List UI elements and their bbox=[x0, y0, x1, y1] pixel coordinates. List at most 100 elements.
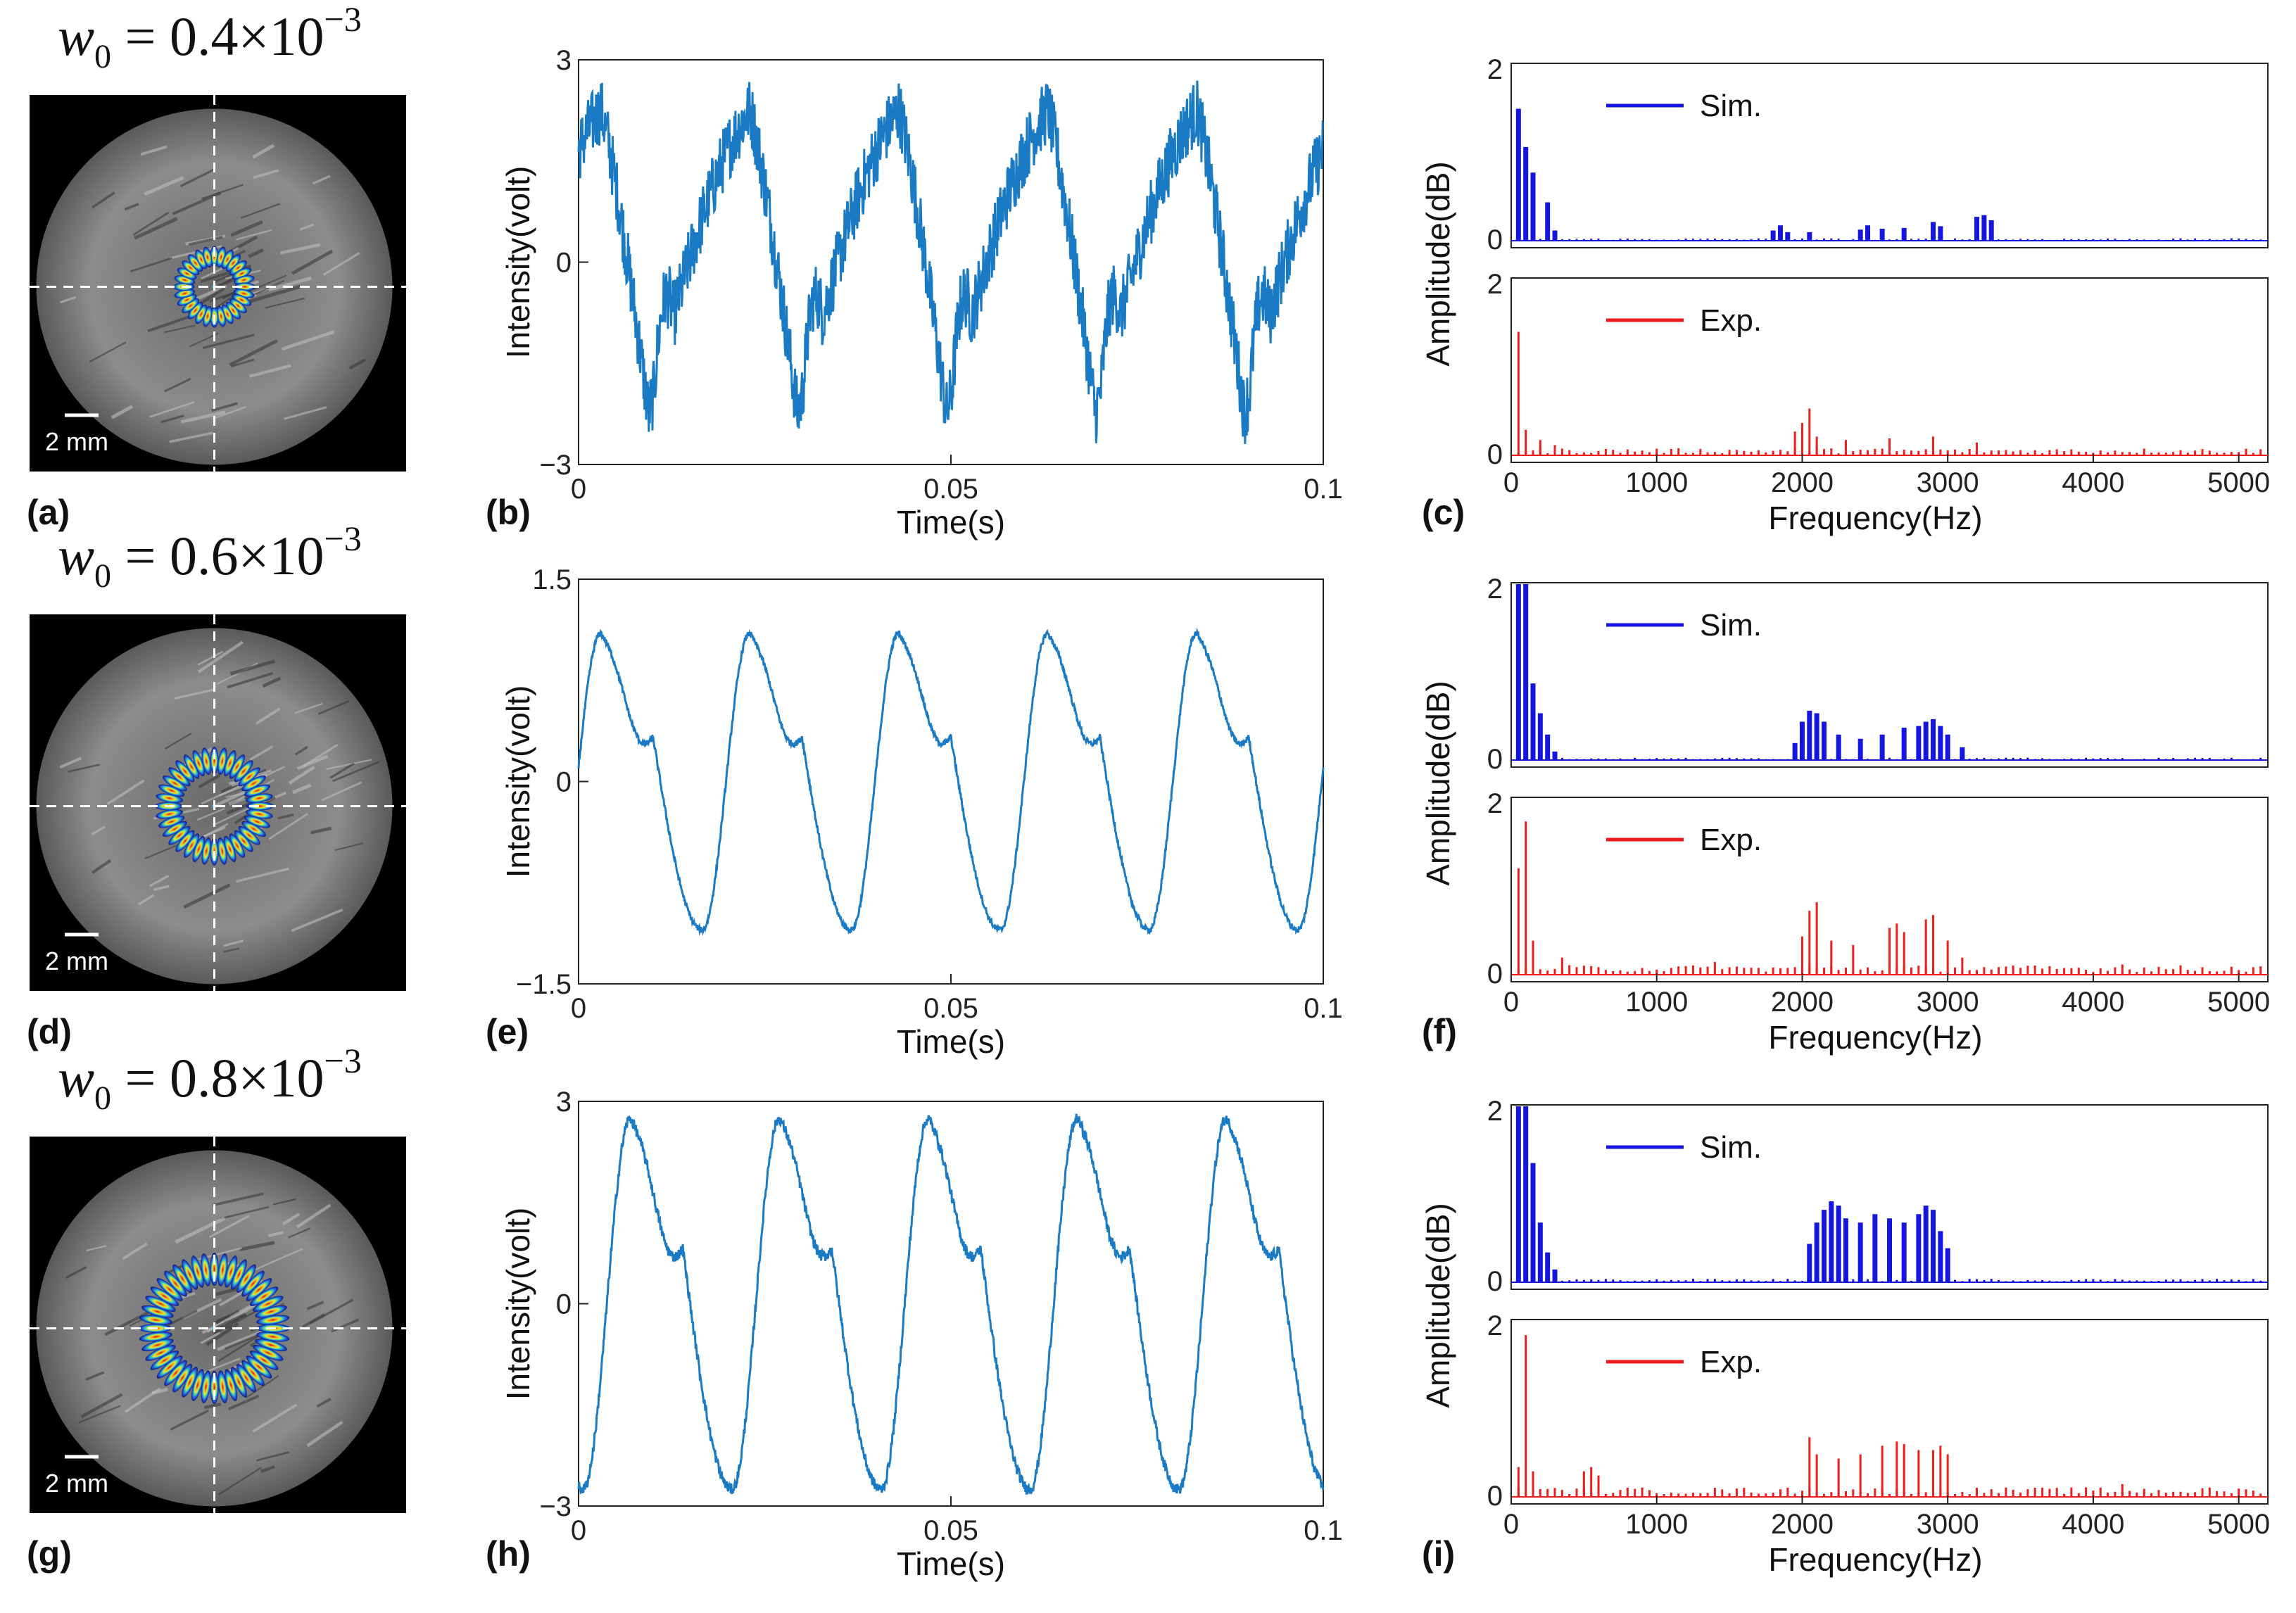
surface-texture bbox=[68, 764, 101, 773]
time-plot-frame bbox=[578, 578, 1324, 985]
y-tick-label: 0 bbox=[556, 1289, 572, 1320]
ring-petal bbox=[246, 1278, 272, 1301]
surface-texture bbox=[59, 757, 82, 769]
exp-legend-label: Exp. bbox=[1700, 823, 1762, 857]
ring-petal bbox=[150, 1286, 179, 1306]
surface-texture bbox=[164, 324, 196, 334]
surface-texture bbox=[144, 176, 184, 196]
surface-texture bbox=[322, 252, 360, 276]
equation-w: w bbox=[58, 525, 94, 586]
scale-bar-label: 2 mm bbox=[45, 947, 108, 975]
surface-texture bbox=[321, 781, 362, 802]
ring-petal bbox=[210, 747, 219, 775]
ring-petal bbox=[216, 305, 226, 327]
x-tick-label: 3000 bbox=[1917, 467, 1979, 498]
surface-texture bbox=[170, 1409, 209, 1431]
surface-texture bbox=[248, 284, 301, 303]
x-tick-label: 0 bbox=[1503, 467, 1519, 498]
y-axis-label: Amplitude(dB) bbox=[1420, 681, 1456, 885]
ring-petal bbox=[217, 1370, 228, 1404]
surface-texture bbox=[91, 826, 106, 836]
surface-texture bbox=[228, 1394, 260, 1410]
panel-label: (c) bbox=[1422, 493, 1465, 532]
surface-texture bbox=[208, 1215, 250, 1239]
surface-texture bbox=[245, 1374, 279, 1399]
surface-texture bbox=[260, 1465, 275, 1473]
y-tick-label: 0 bbox=[556, 767, 572, 798]
surface-texture bbox=[241, 203, 280, 219]
surface-texture bbox=[312, 175, 331, 185]
y-tick-label: 2 bbox=[1487, 574, 1503, 605]
ring-petal bbox=[229, 298, 247, 313]
surface-texture bbox=[65, 1265, 87, 1279]
surface-texture bbox=[203, 1402, 222, 1410]
surface-texture bbox=[249, 745, 274, 761]
exp-spectrum-frame bbox=[1510, 277, 2269, 463]
x-tick-label: 2000 bbox=[1771, 467, 1834, 498]
ring-petal bbox=[175, 830, 195, 852]
surface-texture bbox=[92, 191, 115, 209]
x-tick-label: 1000 bbox=[1625, 467, 1688, 498]
surface-texture bbox=[59, 296, 76, 304]
equation-w: w bbox=[58, 6, 94, 67]
x-tick-label: 0.1 bbox=[1304, 993, 1343, 1024]
ring-petal bbox=[229, 833, 245, 858]
surface-texture bbox=[284, 406, 327, 420]
surface-texture bbox=[277, 813, 294, 820]
surface-texture bbox=[214, 1312, 246, 1330]
ring-petal bbox=[188, 254, 203, 272]
equation-exponent: −3 bbox=[324, 519, 362, 558]
surface-texture bbox=[334, 842, 364, 852]
ring-petal bbox=[139, 1331, 172, 1342]
ring-petal bbox=[236, 1363, 256, 1393]
panel-label: (i) bbox=[1422, 1534, 1455, 1574]
row-3: w0 = 0.8×10−32 mm(g)0 0.05 0.1−303Time(s)I… bbox=[27, 1041, 2270, 1582]
ring-petal bbox=[192, 835, 206, 862]
ring-petal bbox=[241, 1270, 265, 1297]
surface-texture bbox=[281, 330, 335, 351]
y-tick-label: 2 bbox=[1487, 788, 1503, 819]
surface-texture bbox=[229, 659, 275, 676]
sim-legend-label: Sim. bbox=[1700, 89, 1762, 123]
ring-petal bbox=[172, 1264, 192, 1293]
ring-petal bbox=[223, 835, 236, 862]
x-axis-label: Time(s) bbox=[897, 1545, 1005, 1582]
ring-petal bbox=[174, 289, 196, 298]
surface-texture bbox=[296, 754, 329, 771]
panel-label: (f) bbox=[1422, 1012, 1457, 1051]
panel-label: (a) bbox=[27, 493, 70, 532]
ring-petal bbox=[256, 1315, 290, 1325]
equation-exponent: −3 bbox=[324, 0, 362, 39]
surface-texture bbox=[310, 826, 332, 835]
surface-texture bbox=[291, 249, 334, 275]
equation-exponent: −3 bbox=[324, 1041, 362, 1080]
ring-petal bbox=[246, 802, 274, 811]
equation-subscript: 0 bbox=[94, 1080, 111, 1117]
ring-petal bbox=[156, 809, 184, 819]
equation-subscript: 0 bbox=[94, 557, 111, 595]
surface-texture bbox=[188, 236, 223, 246]
surface-texture bbox=[212, 1192, 264, 1207]
ring-petal bbox=[177, 267, 197, 280]
ring-petal bbox=[184, 833, 200, 858]
ring-petal bbox=[188, 301, 203, 320]
surface-texture bbox=[279, 243, 321, 255]
ring-petal bbox=[221, 304, 234, 324]
panel-label: (h) bbox=[486, 1534, 531, 1574]
surface-texture bbox=[106, 779, 145, 805]
surface-texture bbox=[179, 167, 216, 188]
x-tick-label: 0.1 bbox=[1304, 1515, 1343, 1546]
ring-petal bbox=[249, 1286, 279, 1306]
ring-petal bbox=[158, 815, 185, 828]
surface-texture bbox=[291, 783, 312, 795]
surface-texture bbox=[197, 650, 224, 666]
equation-value: = 0.4×10 bbox=[111, 6, 324, 67]
surface-texture bbox=[235, 867, 289, 883]
surface-texture bbox=[200, 1331, 220, 1344]
surface-texture bbox=[140, 145, 168, 156]
surface-texture bbox=[215, 1314, 231, 1323]
exp-legend-label: Exp. bbox=[1700, 1345, 1762, 1379]
ring-petal bbox=[249, 1351, 279, 1370]
y-axis-label: Amplitude(dB) bbox=[1420, 1203, 1456, 1408]
surface-texture bbox=[80, 1393, 123, 1418]
